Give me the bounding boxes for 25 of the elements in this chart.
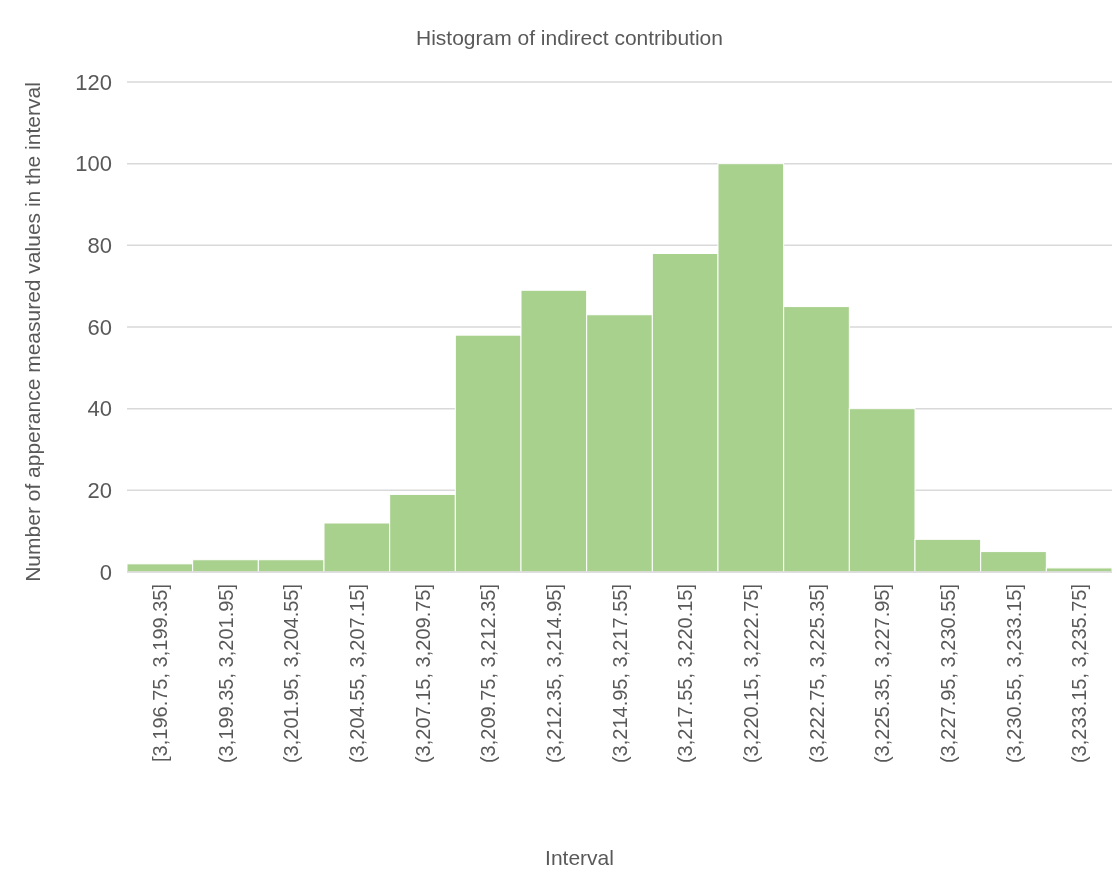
- x-tick-label: (3,230.55, 3,233.15]: [1002, 584, 1025, 764]
- y-axis-title: Number of apperance measured values in the interval: [21, 82, 44, 582]
- y-tick-label: 100: [75, 151, 112, 177]
- x-tick-label: (3,209.75, 3,212.35]: [477, 584, 500, 764]
- x-tick-label: (3,214.95, 3,217.55]: [608, 584, 631, 764]
- y-tick-label: 60: [87, 314, 112, 340]
- x-tick-label: (3,222.75, 3,225.35]: [805, 584, 828, 764]
- x-tick-label: (3,227.95, 3,230.55]: [936, 584, 959, 764]
- x-tick-label: (3,199.35, 3,201.95]: [214, 584, 237, 764]
- x-axis-title: Interval: [545, 846, 614, 869]
- y-tick-label: 120: [75, 69, 112, 95]
- x-tick-label: [3,196.75, 3,199.35]: [148, 584, 171, 762]
- y-tick-label: 80: [87, 233, 112, 259]
- x-tick-label: (3,201.95, 3,204.55]: [280, 584, 303, 764]
- x-tick-label: (3,217.55, 3,220.15]: [674, 584, 697, 764]
- x-tick-label: (3,212.35, 3,214.95]: [542, 584, 565, 764]
- y-tick-label: 40: [87, 396, 112, 422]
- x-tick-label: (3,207.15, 3,209.75]: [411, 584, 434, 764]
- y-tick-label: 0: [99, 559, 112, 585]
- x-tick-label: (3,233.15, 3,235.75]: [1068, 584, 1091, 764]
- y-tick-label: 20: [87, 478, 112, 504]
- x-tick-label: (3,204.55, 3,207.15]: [345, 584, 368, 764]
- x-tick-label: (3,225.35, 3,227.95]: [871, 584, 894, 764]
- chart-title: Histogram of indirect contribution: [416, 26, 723, 49]
- x-tick-label: (3,220.15, 3,222.75]: [739, 584, 762, 764]
